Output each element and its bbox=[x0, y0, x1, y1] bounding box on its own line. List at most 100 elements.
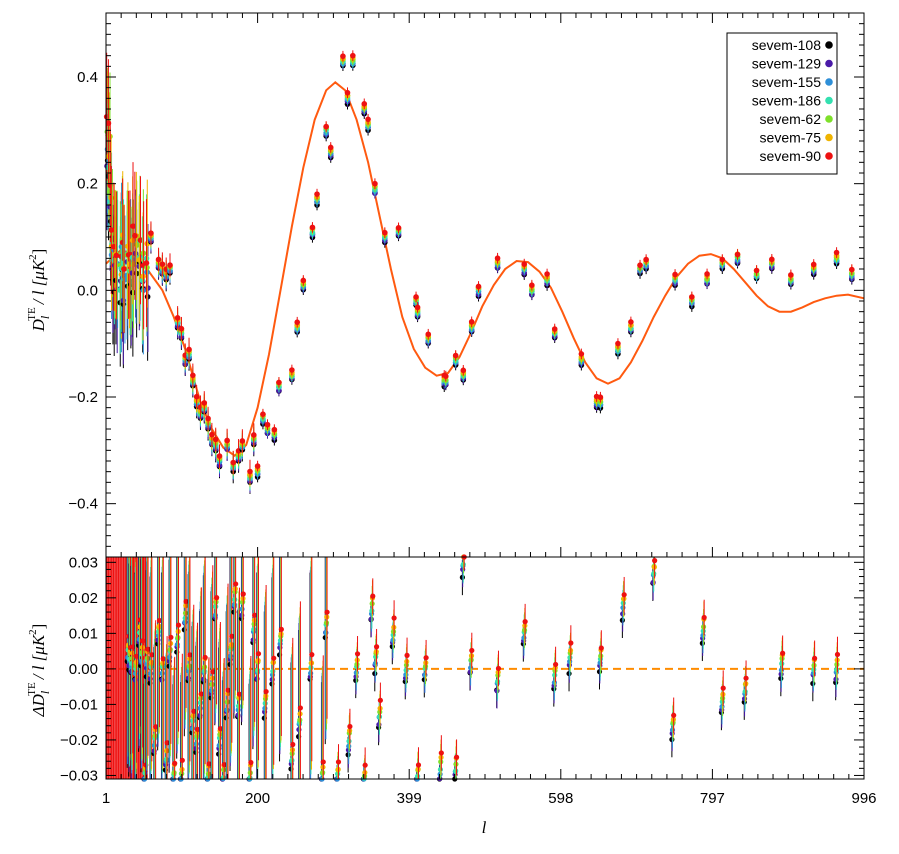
legend-marker bbox=[825, 133, 833, 142]
bottom-panel: −0.03 −0.02 −0.01 0.00 0.01 0.02 0.03 1 200 399 59… bbox=[26, 554, 877, 837]
residual-point bbox=[652, 558, 658, 564]
data-point bbox=[350, 52, 356, 59]
data-point bbox=[113, 252, 120, 259]
data-point bbox=[216, 453, 223, 459]
legend-marker bbox=[825, 78, 833, 86]
residual-point bbox=[701, 614, 707, 621]
data-point bbox=[132, 232, 138, 239]
data-point bbox=[289, 367, 295, 373]
data-point bbox=[140, 273, 146, 280]
data-point bbox=[276, 379, 282, 386]
residual-point bbox=[671, 712, 677, 718]
data-point bbox=[442, 373, 449, 379]
residual-point bbox=[423, 655, 429, 661]
data-point bbox=[186, 346, 192, 353]
bottom-y-tick-label: 0.00 bbox=[69, 661, 98, 678]
residual-point bbox=[233, 581, 239, 587]
residual-point bbox=[198, 691, 204, 697]
residual-point bbox=[377, 697, 383, 703]
data-point bbox=[239, 438, 246, 444]
top-y-tick-label: −0.4 bbox=[68, 496, 98, 513]
residual-point bbox=[217, 725, 224, 732]
x-tick-label: 797 bbox=[700, 790, 725, 807]
data-point bbox=[212, 436, 219, 443]
residual-point bbox=[145, 646, 151, 652]
data-point bbox=[260, 411, 266, 417]
residual-point bbox=[229, 633, 235, 639]
data-point bbox=[309, 224, 316, 231]
data-point bbox=[551, 326, 558, 332]
legend-entry-label: sevem-108 bbox=[752, 37, 821, 53]
legend-marker bbox=[825, 96, 833, 105]
bottom-y-tick-label: 0.01 bbox=[69, 625, 98, 642]
residual-point bbox=[598, 645, 604, 651]
data-point bbox=[849, 266, 855, 273]
x-tick-label: 996 bbox=[851, 790, 876, 807]
x-tick-label: 399 bbox=[397, 790, 422, 807]
data-point bbox=[452, 352, 459, 359]
data-point bbox=[190, 372, 196, 379]
data-point bbox=[529, 282, 535, 288]
legend-entry-label: sevem-129 bbox=[752, 56, 821, 72]
residual-point bbox=[263, 688, 269, 695]
data-point bbox=[247, 468, 253, 475]
data-point bbox=[615, 340, 621, 347]
data-point bbox=[395, 225, 402, 231]
top-y-tick-label: 0.0 bbox=[77, 282, 98, 299]
bottom-y-tick-label: 0.03 bbox=[69, 554, 98, 571]
data-point bbox=[155, 256, 162, 263]
residual-point bbox=[812, 655, 818, 661]
residual-point bbox=[140, 638, 146, 644]
data-point bbox=[178, 325, 185, 332]
residual-point bbox=[134, 653, 140, 659]
data-point bbox=[425, 331, 432, 338]
bottom-axes: −0.03 −0.02 −0.01 0.00 0.01 0.02 0.03 1 200 399 59… bbox=[60, 554, 876, 807]
x-tick-label: 598 bbox=[548, 790, 573, 807]
data-point bbox=[788, 272, 794, 278]
data-point bbox=[230, 459, 237, 466]
data-point bbox=[327, 144, 334, 151]
data-point bbox=[628, 319, 634, 325]
residual-point bbox=[179, 757, 185, 763]
data-point bbox=[271, 426, 278, 433]
x-tick-label: 1 bbox=[102, 790, 110, 807]
residual-point bbox=[297, 705, 303, 711]
legend-marker bbox=[825, 152, 833, 160]
data-point bbox=[753, 267, 760, 274]
x-tick-label: 200 bbox=[245, 790, 270, 807]
data-point bbox=[340, 53, 346, 60]
legend-marker bbox=[825, 115, 833, 123]
bottom-y-axis-label: ΔDlTE/ l [μK2] bbox=[26, 624, 52, 718]
residual-point bbox=[236, 691, 243, 697]
legend-box bbox=[726, 32, 838, 175]
data-point bbox=[833, 249, 840, 256]
data-point bbox=[250, 432, 257, 438]
residual-point bbox=[621, 592, 627, 598]
data-point bbox=[174, 315, 181, 321]
residual-point bbox=[191, 708, 197, 714]
residual-point bbox=[164, 740, 170, 746]
residual-point bbox=[240, 591, 246, 597]
residual-point bbox=[834, 651, 841, 658]
residual-point bbox=[309, 652, 315, 658]
residual-point bbox=[183, 598, 189, 605]
residual-point bbox=[347, 723, 353, 730]
residual-point bbox=[210, 669, 216, 675]
data-point bbox=[460, 367, 467, 374]
legend-entry-label: sevem-186 bbox=[752, 93, 821, 109]
residual-point bbox=[175, 622, 182, 628]
residual-point bbox=[255, 651, 262, 657]
residual-point bbox=[194, 726, 201, 732]
residual-point bbox=[160, 656, 166, 662]
data-point bbox=[264, 421, 271, 428]
bottom-y-tick-label: −0.01 bbox=[60, 696, 98, 713]
bottom-y-tick-label: 0.02 bbox=[69, 590, 98, 607]
residual-point bbox=[320, 759, 326, 765]
residual-point bbox=[780, 650, 786, 656]
residual-point bbox=[278, 626, 284, 632]
data-point bbox=[294, 319, 301, 326]
residual-point bbox=[438, 750, 444, 756]
data-point bbox=[544, 271, 550, 277]
residual-point bbox=[271, 655, 277, 661]
residual-point bbox=[153, 724, 159, 730]
